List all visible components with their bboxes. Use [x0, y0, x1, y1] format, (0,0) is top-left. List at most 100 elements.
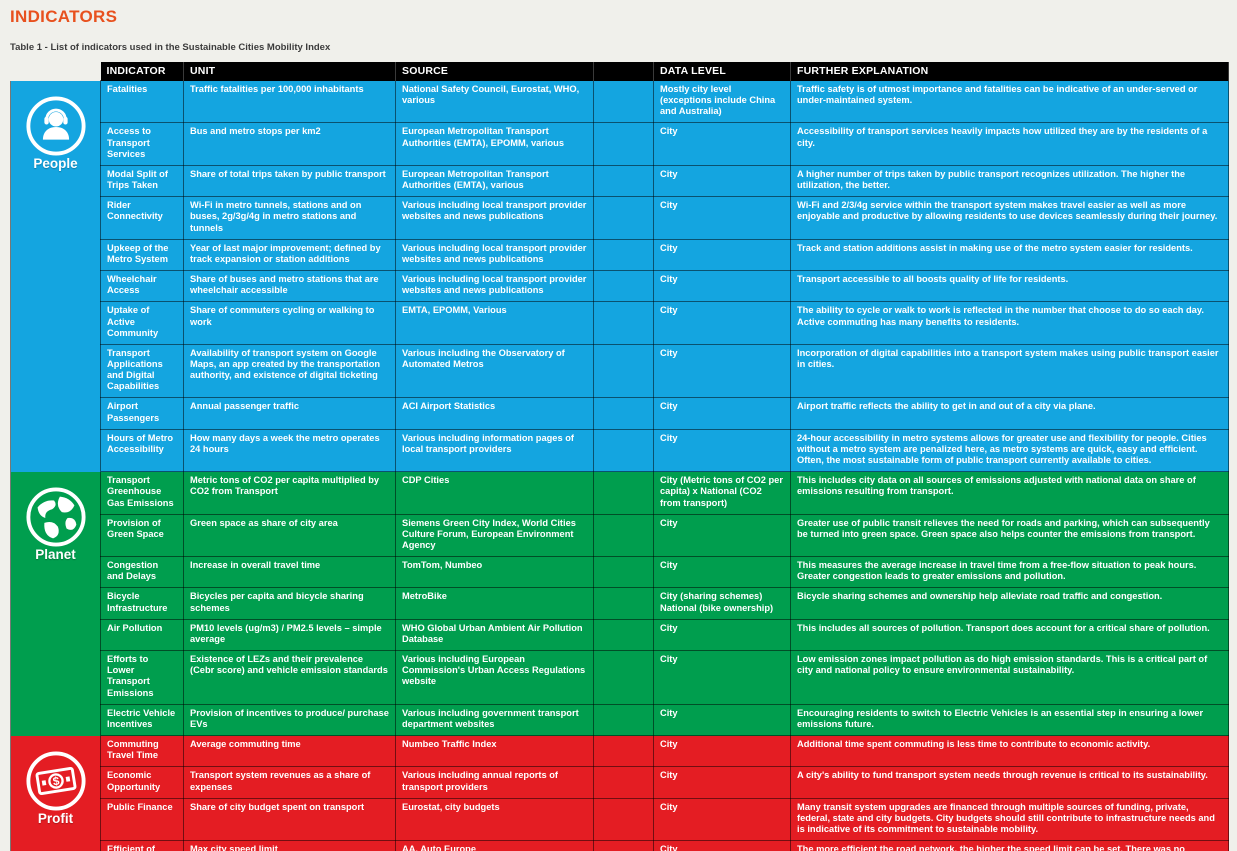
table-row: $ Profit Commuting Travel Time Average comm…	[10, 735, 1229, 851]
indicator-cell: Public Finance	[100, 797, 184, 842]
source-cell: Various including information pages of l…	[395, 428, 594, 473]
data-level-cell: City	[653, 650, 791, 705]
unit-cell: Wi-Fi in metro tunnels, stations and on …	[183, 196, 396, 240]
unit-cell: How many days a week the metro operates …	[183, 428, 396, 473]
spacer-cell	[593, 797, 654, 842]
data-level-cell: City	[653, 618, 791, 652]
spacer-cell	[593, 397, 654, 430]
spacer-cell	[593, 122, 654, 166]
indicator-cell: Efficient of Road Networks	[100, 840, 184, 851]
source-cell: Various including European Commission's …	[395, 650, 594, 705]
source-cell: TomTom, Numbeo	[395, 556, 594, 589]
explanation-cell: Greater use of public transit relieves t…	[790, 513, 1229, 558]
unit-cell: Share of city budget spent on transport	[183, 797, 396, 842]
unit-cell: Bicycles per capita and bicycle sharing …	[183, 587, 396, 620]
data-level-cell: Mostly city level (exceptions include Ch…	[653, 79, 791, 124]
pillar-cell-profit: $ Profit	[10, 735, 101, 851]
spacer-cell	[593, 735, 654, 768]
source-cell: Various including local transport provid…	[395, 238, 594, 272]
unit-cell: Existence of LEZs and their prevalence (…	[183, 650, 396, 705]
unit-cell: Traffic fatalities per 100,000 inhabitan…	[183, 79, 396, 124]
source-cell: National Safety Council, Eurostat, WHO, …	[395, 79, 594, 124]
source-cell: European Metropolitan Transport Authorit…	[395, 122, 594, 166]
indicator-cell: Efforts to Lower Transport Emissions	[100, 650, 184, 705]
indicator-cell: Modal Split of Trips Taken	[100, 164, 184, 198]
table-row: Hours of Metro Accessibility How many day…	[11, 428, 1229, 473]
unit-cell: Metric tons of CO2 per capita multiplied…	[183, 471, 396, 515]
data-level-cell: City	[653, 196, 791, 240]
table-row: Congestion and Delays Increase in overall…	[11, 556, 1229, 589]
spacer-cell	[593, 703, 654, 737]
source-cell: Various including government transport d…	[395, 703, 594, 737]
data-level-cell: City	[653, 397, 791, 430]
table-row: Modal Split of Trips Taken Share of total…	[11, 164, 1229, 198]
source-cell: Various including local transport provid…	[395, 196, 594, 240]
source-cell: CDP Cities	[395, 471, 594, 515]
data-level-cell: City	[653, 122, 791, 166]
explanation-cell: The more efficient the road network, the…	[790, 840, 1229, 851]
spacer-cell	[593, 840, 654, 851]
spacer-cell	[593, 650, 654, 705]
data-level-cell: City	[653, 556, 791, 589]
explanation-cell: Additional time spent commuting is less …	[790, 735, 1229, 768]
indicator-cell: Economic Opportunity	[100, 766, 184, 799]
spacer-cell	[593, 301, 654, 345]
unit-cell: Share of total trips taken by public tra…	[183, 164, 396, 198]
table-row: Upkeep of the Metro System Year of last m…	[11, 238, 1229, 272]
data-level-cell: City	[653, 797, 791, 842]
table-row: Economic Opportunity Transport system rev…	[11, 766, 1229, 799]
explanation-cell: Airport traffic reflects the ability to …	[790, 397, 1229, 430]
indicator-cell: Uptake of Active Community	[100, 301, 184, 345]
explanation-cell: 24-hour accessibility in metro systems a…	[790, 428, 1229, 473]
table-row: Airport Passengers Annual passenger traff…	[11, 397, 1229, 430]
col-header-source: SOURCE	[395, 62, 594, 81]
indicator-cell: Hours of Metro Accessibility	[100, 428, 184, 473]
explanation-cell: Wi-Fi and 2/3/4g service within the tran…	[790, 196, 1229, 240]
explanation-cell: The ability to cycle or walk to work is …	[790, 301, 1229, 345]
table-row: Wheelchair Access Share of buses and metr…	[11, 270, 1229, 303]
indicator-cell: Bicycle Infrastructure	[100, 587, 184, 620]
source-cell: WHO Global Urban Ambient Air Pollution D…	[395, 618, 594, 652]
unit-cell: Year of last major improvement; defined …	[183, 238, 396, 272]
col-header-data-level: DATA LEVEL	[653, 62, 791, 81]
source-cell: AA, Auto Europe	[395, 840, 594, 851]
explanation-cell: Accessibility of transport services heav…	[790, 122, 1229, 166]
data-level-cell: City	[653, 238, 791, 272]
data-level-cell: City	[653, 840, 791, 851]
pillar-cell-people: People	[10, 80, 101, 472]
data-level-cell: City	[653, 301, 791, 345]
source-cell: MetroBike	[395, 587, 594, 620]
source-cell: Various including local transport provid…	[395, 270, 594, 303]
indicator-cell: Fatalities	[100, 79, 184, 124]
data-level-cell: City	[653, 164, 791, 198]
unit-cell: Average commuting time	[183, 735, 396, 768]
explanation-cell: Track and station additions assist in ma…	[790, 238, 1229, 272]
spacer-cell	[593, 164, 654, 198]
money-icon: $	[25, 750, 87, 812]
pillar-label-planet: Planet	[35, 546, 76, 562]
explanation-cell: This includes city data on all sources o…	[790, 471, 1229, 515]
pillar-cell-planet: Planet	[10, 471, 101, 736]
indicators-table: INDICATOR UNIT SOURCE DATA LEVEL FURTHER…	[10, 62, 1229, 851]
indicator-cell: Wheelchair Access	[100, 270, 184, 303]
explanation-cell: A city's ability to fund transport syste…	[790, 766, 1229, 799]
indicator-cell: Electric Vehicle Incentives	[100, 703, 184, 737]
header-row: INDICATOR UNIT SOURCE DATA LEVEL FURTHER…	[11, 62, 1229, 81]
unit-cell: Max city speed limit	[183, 840, 396, 851]
explanation-cell: A higher number of trips taken by public…	[790, 164, 1229, 198]
indicator-cell: Provision of Green Space	[100, 513, 184, 558]
page-title: INDICATORS	[10, 7, 118, 26]
person-headset-icon	[25, 95, 87, 157]
data-level-cell: City	[653, 703, 791, 737]
spacer-cell	[593, 238, 654, 272]
source-cell: EMTA, EPOMM, Various	[395, 301, 594, 345]
unit-cell: Increase in overall travel time	[183, 556, 396, 589]
data-level-cell: City	[653, 343, 791, 399]
spacer-cell	[593, 471, 654, 515]
unit-cell: Green space as share of city area	[183, 513, 396, 558]
explanation-cell: Traffic safety is of utmost importance a…	[790, 79, 1229, 124]
explanation-cell: Transport accessible to all boosts quali…	[790, 270, 1229, 303]
source-cell: Various including annual reports of tran…	[395, 766, 594, 799]
table-row: Efforts to Lower Transport Emissions Exis…	[11, 650, 1229, 705]
source-cell: Siemens Green City Index, World Cities C…	[395, 513, 594, 558]
